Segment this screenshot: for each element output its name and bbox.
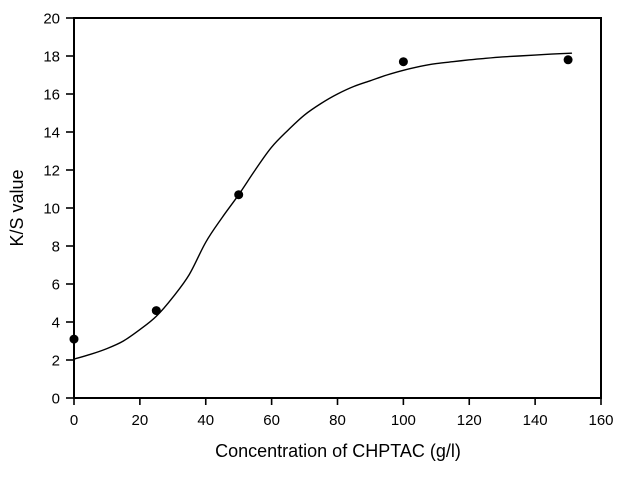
x-tick-label: 100 bbox=[391, 412, 416, 429]
plot-area: 0 20 40 60 80 100 120 140 160 0 2 4 6 8 10 12 14 16 18 20 bbox=[43, 11, 613, 430]
y-tick-label: 6 bbox=[52, 277, 60, 294]
x-tick-label: 20 bbox=[132, 412, 149, 429]
y-tick-label: 18 bbox=[43, 49, 60, 66]
data-point bbox=[563, 55, 573, 65]
y-tick-label: 20 bbox=[43, 11, 60, 28]
y-tick-label: 4 bbox=[52, 315, 60, 332]
data-point bbox=[69, 334, 79, 344]
y-tick-label: 12 bbox=[43, 163, 60, 180]
fit-curve bbox=[73, 52, 573, 360]
y-axis-title: K/S value bbox=[7, 169, 27, 246]
y-tick-label: 0 bbox=[52, 391, 60, 408]
plot-frame bbox=[73, 17, 602, 399]
y-tick-label: 10 bbox=[43, 201, 60, 218]
x-tick-label: 60 bbox=[263, 412, 280, 429]
y-tick-label: 16 bbox=[43, 87, 60, 104]
y-tick-label: 14 bbox=[43, 125, 60, 142]
data-point bbox=[398, 57, 408, 67]
x-tick-label: 40 bbox=[197, 412, 214, 429]
x-tick-label: 160 bbox=[588, 412, 613, 429]
y-tick-label: 8 bbox=[52, 239, 60, 256]
x-tick-label: 80 bbox=[329, 412, 346, 429]
x-tick-label: 120 bbox=[457, 412, 482, 429]
data-point bbox=[151, 306, 161, 316]
x-axis-title: Concentration of CHPTAC (g/l) bbox=[215, 441, 461, 461]
y-tick-label: 2 bbox=[52, 353, 60, 370]
x-tick-label: 140 bbox=[523, 412, 548, 429]
x-tick-label: 0 bbox=[70, 412, 78, 429]
